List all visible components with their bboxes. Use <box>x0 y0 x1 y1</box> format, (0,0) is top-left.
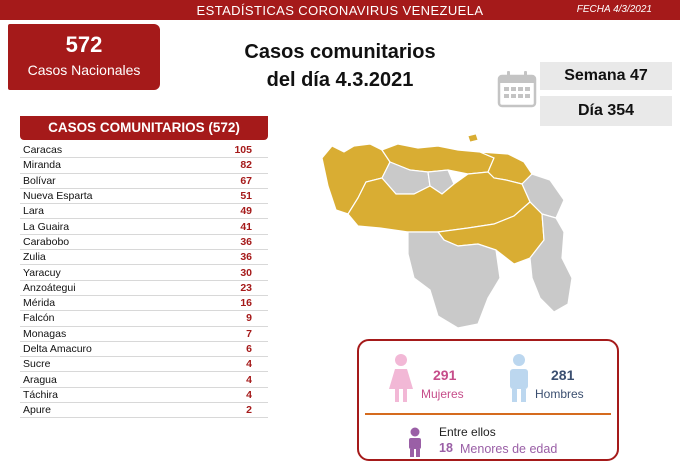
men-label: Hombres <box>535 387 584 401</box>
state-name: Miranda <box>23 159 61 172</box>
headline-line-1: Casos comunitarios <box>244 41 436 63</box>
table-row: Carabobo 36 <box>20 235 268 251</box>
cases-table: Caracas 105 Miranda 82 Bolívar 67 Nueva Espart… <box>20 143 268 419</box>
report-date: FECHA 4/3/2021 <box>576 4 652 15</box>
panel-divider <box>365 413 611 415</box>
men-count: 281 <box>551 367 575 383</box>
minors-count: 18 <box>439 441 453 455</box>
state-name: Anzoátegui <box>23 281 76 294</box>
state-name: Bolívar <box>23 174 56 187</box>
state-name: Carabobo <box>23 235 70 248</box>
national-cases-box: 572 Casos Nacionales <box>8 24 160 90</box>
state-name: Delta Amacuro <box>23 343 92 355</box>
state-name: Sucre <box>23 358 51 371</box>
cases-table-header: CASOS COMUNITARIOS (572) <box>20 116 268 140</box>
state-cases: 49 <box>240 205 252 218</box>
state-cases: 16 <box>240 297 252 310</box>
state-name: Mérida <box>23 297 56 310</box>
table-row: Aragua 4 <box>20 372 268 388</box>
state-name: Nueva Esparta <box>23 190 93 203</box>
state-cases: 30 <box>240 266 252 279</box>
minors-label: Menores de edad <box>460 442 558 456</box>
table-row: Delta Amacuro 6 <box>20 342 268 358</box>
venezuela-map <box>321 133 573 329</box>
table-row: Yaracuy 30 <box>20 265 268 281</box>
among-label: Entre ellos <box>439 425 496 439</box>
state-cases: 2 <box>246 404 252 417</box>
table-row: Anzoátegui 23 <box>20 281 268 296</box>
state-name: Falcón <box>23 312 55 325</box>
state-name: La Guaira <box>23 220 70 233</box>
table-row: Bolívar 67 <box>20 174 268 189</box>
state-cases: 4 <box>246 358 252 371</box>
state-cases: 9 <box>246 312 252 325</box>
week-number: Semana 47 <box>540 62 672 90</box>
state-cases: 4 <box>246 388 252 401</box>
state-cases: 7 <box>246 327 252 340</box>
table-row: Falcón 9 <box>20 311 268 327</box>
state-cases: 4 <box>246 373 252 386</box>
state-cases: 82 <box>240 159 252 172</box>
table-row: La Guaira 41 <box>20 219 268 235</box>
calendar-icon <box>497 71 537 108</box>
state-name: Aragua <box>23 373 57 386</box>
headline-line-2: del día 4.3.2021 <box>266 69 414 91</box>
state-cases: 36 <box>240 235 252 248</box>
state-cases: 67 <box>240 174 252 187</box>
state-name: Zulia <box>23 251 46 264</box>
top-banner: ESTADÍSTICAS CORONAVIRUS VENEZUELA FECHA… <box>0 0 680 20</box>
state-name: Lara <box>23 205 45 218</box>
table-row: Apure 2 <box>20 403 268 419</box>
table-row: Monagas 7 <box>20 327 268 342</box>
state-name: Monagas <box>23 327 67 340</box>
table-row: Lara 49 <box>20 204 268 220</box>
state-name: Yaracuy <box>23 266 61 279</box>
table-row: Zulia 36 <box>20 250 268 266</box>
state-name: Táchira <box>23 388 59 401</box>
state-name: Caracas <box>23 144 63 157</box>
state-cases: 51 <box>240 190 252 203</box>
state-cases: 105 <box>234 144 252 157</box>
women-label: Mujeres <box>421 387 464 401</box>
table-row: Sucre 4 <box>20 357 268 373</box>
table-row: Nueva Esparta 51 <box>20 189 268 205</box>
state-cases: 6 <box>246 343 252 355</box>
table-row: Táchira 4 <box>20 388 268 404</box>
man-icon <box>510 354 528 402</box>
day-number: Día 354 <box>540 96 672 126</box>
state-cases: 36 <box>240 251 252 264</box>
women-count: 291 <box>433 367 457 383</box>
national-cases-label: Casos Nacionales <box>27 62 141 78</box>
table-row: Caracas 105 <box>20 143 268 159</box>
state-cases: 41 <box>240 220 252 233</box>
table-row: Mérida 16 <box>20 296 268 312</box>
national-cases-count: 572 <box>65 32 103 57</box>
headline: Casos comunitarios del día 4.3.2021 <box>220 38 460 94</box>
state-cases: 23 <box>240 281 252 294</box>
demographics-panel: 291 Mujeres 281 Hombres Entre ellos 18 M… <box>357 339 619 461</box>
table-row: Miranda 82 <box>20 158 268 174</box>
woman-icon <box>389 354 413 402</box>
page-title: ESTADÍSTICAS CORONAVIRUS VENEZUELA <box>196 3 484 18</box>
state-name: Apure <box>23 404 52 417</box>
child-icon <box>409 427 421 457</box>
